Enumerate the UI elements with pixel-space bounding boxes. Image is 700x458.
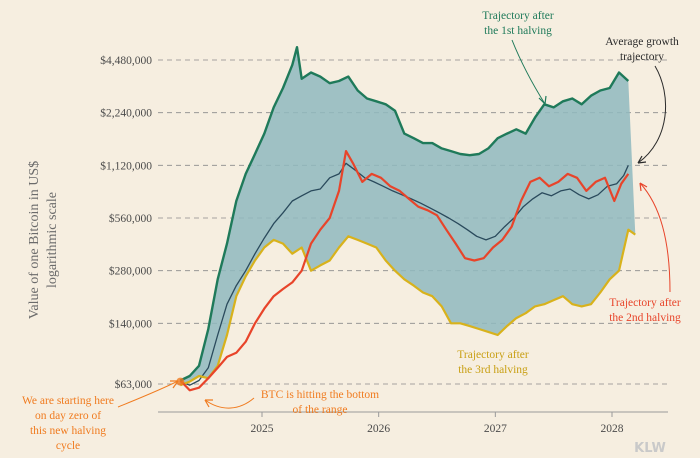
series-line-first-halving: [179, 46, 630, 382]
annotation-bottom-line1: BTC is hitting the bottom: [261, 389, 379, 401]
annotation-bottom-arrowhead: [204, 399, 213, 408]
annotation-third-halving-line1: Trajectory after: [457, 349, 529, 361]
x-tick-label: 2027: [484, 423, 507, 435]
annotation-start-line1: We are starting here: [22, 395, 114, 407]
annotation-bottom-line2: of the range: [293, 404, 348, 416]
band-fill: [180, 47, 636, 386]
annotation-start-line2: on day zero of: [35, 410, 101, 422]
y-axis-title-line2: logarithmic scale: [45, 192, 60, 288]
annotation-second-halving-arrow: [639, 182, 671, 293]
y-tick-label: $4,480,000: [100, 54, 152, 67]
y-tick-label: $1,120,000: [100, 159, 152, 172]
x-tick-label: 2028: [601, 423, 624, 435]
annotation-bottom-arrow: [204, 397, 255, 409]
annotation-average-line1: Average growth: [605, 36, 679, 48]
annotation-first-halving-line2: the 1st halving: [484, 25, 552, 37]
annotation-average-arrow: [637, 65, 666, 164]
annotation-third-halving-line2: the 3rd halving: [458, 364, 528, 376]
annotation-start-line4: cycle: [56, 440, 80, 452]
y-axis-title-line1: Value of one Bitcoin in US$: [27, 161, 42, 319]
x-tick-label: 2026: [367, 423, 390, 435]
y-tick-label: $560,000: [109, 212, 152, 225]
annotation-average-arrowhead: [637, 155, 647, 164]
annotation-first-halving-arrow: [511, 39, 546, 105]
annotation-second-halving-line2: the 2nd halving: [609, 312, 681, 324]
series-line-second-halving: [179, 150, 630, 392]
trajectory-band: [180, 47, 636, 386]
series-lines: [176, 46, 636, 392]
series-line-third-halving: [179, 228, 636, 387]
x-axis-ticks: 2025 2026 2027 2028: [251, 412, 624, 435]
annotation-start-arrowhead: [170, 380, 179, 389]
annotation-first-halving-line1: Trajectory after: [482, 10, 554, 22]
y-tick-label: $280,000: [109, 265, 152, 278]
y-tick-label: $140,000: [109, 317, 152, 330]
y-tick-label: $63,000: [115, 378, 153, 391]
annotation-second-halving-line1: Trajectory after: [609, 297, 681, 309]
watermark-logo: KLW: [634, 441, 666, 456]
annotation-first-halving-arrowhead: [538, 95, 547, 105]
start-point-marker: [176, 377, 185, 386]
annotation-average-line2: trajectory: [620, 51, 664, 63]
annotation-start-line3: this new halving: [30, 425, 106, 437]
annotation-second-halving-arrowhead: [639, 182, 648, 192]
y-axis-ticks: $63,000 $140,000 $280,000 $560,000 $1,120,00…: [100, 54, 152, 391]
y-tick-label: $2,240,000: [100, 107, 152, 120]
annotation-start-arrow: [117, 380, 179, 408]
x-tick-label: 2025: [251, 423, 274, 435]
